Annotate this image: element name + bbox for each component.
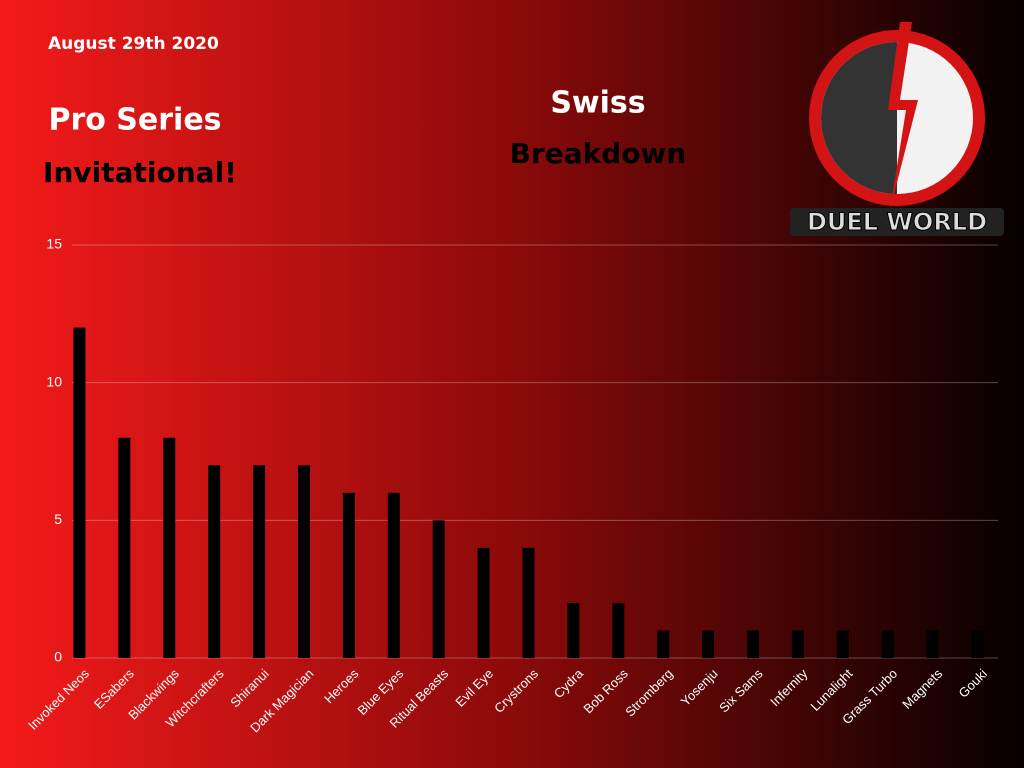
bar [791,630,804,658]
bar [253,465,266,658]
logo-left [821,42,897,194]
bar [387,492,400,658]
bar [657,630,670,658]
bar [432,520,445,658]
bar [477,547,490,658]
bar [971,630,984,658]
logo-bolt [888,22,918,210]
bar [342,492,355,658]
bar [836,630,849,658]
bar [208,465,221,658]
bar [926,630,939,658]
bar [163,437,176,658]
bar [118,437,131,658]
event-title: Pro Series [48,103,221,138]
y-tick-label: 5 [54,511,62,527]
y-tick-label: 15 [46,236,62,252]
bar [881,630,894,658]
event-subtitle: Invitational! [43,156,237,189]
bar [747,630,760,658]
logo-banner [790,208,1004,236]
logo: DUEL WORLD [790,22,1004,237]
bar [567,602,580,658]
chart-subtitle: Breakdown [510,137,687,170]
logo-text: DUEL WORLD [807,208,987,236]
bar [297,465,310,658]
bar [522,547,535,658]
bar [612,602,625,658]
bar [702,630,715,658]
y-tick-label: 10 [46,373,62,389]
chart-title: Swiss [550,86,645,121]
y-tick-label: 0 [54,649,62,665]
date: August 29th 2020 [48,34,219,54]
bar [73,327,86,658]
